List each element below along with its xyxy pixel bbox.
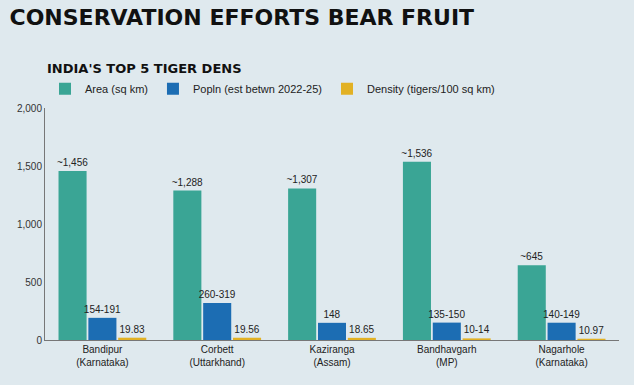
svg-text:2,000: 2,000	[17, 103, 42, 114]
svg-text:18.65: 18.65	[349, 324, 374, 335]
svg-text:Bandhavgarh(MP): Bandhavgarh(MP)	[417, 344, 477, 368]
svg-text:1,500: 1,500	[17, 161, 42, 172]
svg-text:148: 148	[323, 309, 340, 320]
svg-text:INDIA'S TOP 5 TIGER DENS: INDIA'S TOP 5 TIGER DENS	[47, 61, 242, 76]
svg-text:~1,536: ~1,536	[401, 148, 432, 159]
svg-text:140-149: 140-149	[543, 309, 580, 320]
svg-text:10.97: 10.97	[579, 325, 604, 336]
svg-text:135-150: 135-150	[428, 309, 465, 320]
svg-text:19.56: 19.56	[234, 324, 259, 335]
svg-text:~645: ~645	[520, 251, 543, 262]
svg-text:Bandipur(Karnataka): Bandipur(Karnataka)	[76, 344, 128, 368]
svg-text:~1,307: ~1,307	[286, 174, 317, 185]
svg-text:Density (tigers/100 sq km): Density (tigers/100 sq km)	[367, 83, 495, 95]
svg-text:260-319: 260-319	[199, 289, 236, 300]
svg-text:1,000: 1,000	[17, 219, 42, 230]
svg-text:Kaziranga(Assam): Kaziranga(Assam)	[309, 344, 354, 368]
svg-text:~1,288: ~1,288	[172, 177, 203, 188]
svg-text:0: 0	[36, 335, 42, 346]
svg-text:10-14: 10-14	[464, 324, 490, 335]
svg-text:500: 500	[25, 277, 42, 288]
svg-text:Popln (est betwn 2022-25): Popln (est betwn 2022-25)	[193, 83, 322, 95]
svg-text:19.83: 19.83	[120, 324, 145, 335]
svg-text:Nagarhole(Karnataka): Nagarhole(Karnataka)	[535, 344, 587, 368]
svg-text:Corbett(Uttarkhand): Corbett(Uttarkhand)	[189, 344, 245, 368]
svg-text:Area (sq km): Area (sq km)	[85, 83, 148, 95]
svg-text:~1,456: ~1,456	[57, 157, 88, 168]
svg-text:CONSERVATION EFFORTS BEAR FRUI: CONSERVATION EFFORTS BEAR FRUIT	[10, 5, 475, 30]
svg-text:154-191: 154-191	[84, 304, 121, 315]
